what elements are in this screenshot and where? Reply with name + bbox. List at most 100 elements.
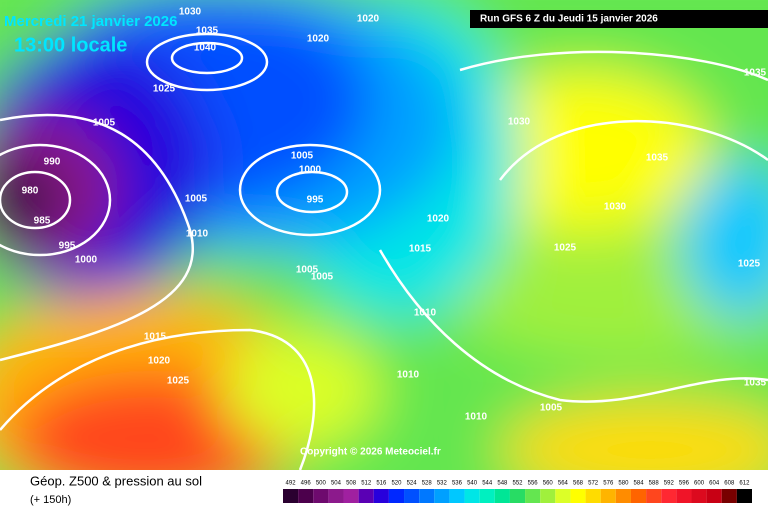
legend-label: 532 xyxy=(437,481,448,487)
legend-swatch xyxy=(343,489,359,503)
legend: 492 496 500 504 508 512 516 520 524 528 532 536 540 5… xyxy=(283,481,752,503)
isobar-label: 1020 xyxy=(357,14,380,25)
legend-swatch xyxy=(449,489,465,503)
legend-swatch xyxy=(283,489,299,503)
isobar-label: 1035 xyxy=(744,378,767,389)
legend-label: 612 xyxy=(739,481,750,487)
legend-label: 580 xyxy=(618,481,629,487)
isobar-label: 995 xyxy=(307,195,324,206)
legend-label: 520 xyxy=(391,481,402,487)
legend-label: 572 xyxy=(588,481,599,487)
legend-label: 576 xyxy=(603,481,614,487)
legend-label: 516 xyxy=(376,481,387,487)
legend-label: 568 xyxy=(573,481,584,487)
isobar-label: 985 xyxy=(34,216,51,227)
legend-label: 496 xyxy=(301,481,312,487)
legend-swatch xyxy=(358,489,374,503)
legend-swatch xyxy=(328,489,344,503)
legend-label: 600 xyxy=(694,481,705,487)
isobars xyxy=(0,32,768,471)
copyright: Copyright © 2026 Meteociel.fr xyxy=(300,447,441,458)
legend-label: 544 xyxy=(482,481,493,487)
isobar-label: 1025 xyxy=(554,243,577,254)
isobar-label: 1040 xyxy=(194,43,217,54)
legend-swatch xyxy=(313,489,329,503)
isobar-label: 1000 xyxy=(75,255,98,266)
legend-swatch xyxy=(615,489,631,503)
legend-label: 592 xyxy=(664,481,675,487)
isobar-label: 995 xyxy=(59,241,76,252)
isobar-label: 1025 xyxy=(738,259,761,270)
legend-label: 552 xyxy=(512,481,523,487)
legend-swatch xyxy=(646,489,662,503)
isobar-label: 1005 xyxy=(296,265,319,276)
legend-label: 564 xyxy=(558,481,569,487)
isobar-label: 1015 xyxy=(144,332,167,343)
isobar-label: 1030 xyxy=(604,202,627,213)
legend-label: 536 xyxy=(452,481,463,487)
legend-label: 540 xyxy=(467,481,478,487)
legend-swatch xyxy=(479,489,495,503)
legend-swatch xyxy=(298,489,314,503)
isobar-label: 1025 xyxy=(153,84,176,95)
legend-swatch xyxy=(630,489,647,503)
legend-swatch xyxy=(585,489,601,503)
legend-swatch xyxy=(691,489,707,503)
time: 13:00 locale xyxy=(14,34,127,56)
legend-label: 524 xyxy=(407,481,418,487)
isobar-label: 1015 xyxy=(409,244,432,255)
legend-swatch xyxy=(600,489,616,503)
legend-swatch xyxy=(721,489,737,503)
legend-label: 528 xyxy=(422,481,433,487)
isobar-label: 1035 xyxy=(646,153,669,164)
legend-label: 608 xyxy=(724,481,735,487)
legend-swatch xyxy=(706,489,722,503)
legend-label: 500 xyxy=(316,481,327,487)
legend-swatch xyxy=(509,489,526,503)
isobar-label: 1005 xyxy=(93,118,116,129)
footer-title: Géop. Z500 & pression au sol xyxy=(30,473,202,488)
legend-label: 584 xyxy=(634,481,645,487)
legend-swatch xyxy=(676,489,692,503)
legend-label: 548 xyxy=(497,481,508,487)
legend-swatch xyxy=(373,489,389,503)
legend-swatch xyxy=(736,489,752,503)
isobar-label: 1020 xyxy=(307,34,330,45)
legend-label: 556 xyxy=(528,481,539,487)
run-box xyxy=(470,10,768,28)
isobar-labels: 1030 1020 1035 1040 1020 1025 1005 990 980 985 995… xyxy=(22,7,767,423)
isobar-label: 1010 xyxy=(397,370,420,381)
isobar-label: 1005 xyxy=(185,194,208,205)
isobar-label: 1005 xyxy=(291,151,314,162)
legend-swatch xyxy=(464,489,480,503)
date: Mercredi 21 janvier 2026 xyxy=(4,13,177,30)
isobar-label: 1010 xyxy=(186,229,209,240)
legend-label: 492 xyxy=(286,481,297,487)
isobar-label: 1020 xyxy=(427,214,450,225)
legend-label: 560 xyxy=(543,481,554,487)
isobar-label: 1010 xyxy=(465,412,488,423)
footer-lead: (+ 150h) xyxy=(30,494,71,506)
legend-swatch xyxy=(540,489,556,503)
legend-swatch xyxy=(525,489,541,503)
isobar-label: 1030 xyxy=(508,117,531,128)
run: Run GFS 6 Z du Jeudi 15 janvier 2026 xyxy=(480,14,658,25)
legend-swatch xyxy=(434,489,450,503)
legend-swatch xyxy=(404,489,420,503)
legend-swatch xyxy=(388,489,405,503)
isobar-label: 1005 xyxy=(540,403,563,414)
legend-swatch xyxy=(419,489,435,503)
isobar-label: 1025 xyxy=(167,376,190,387)
legend-swatch xyxy=(555,489,571,503)
legend-label: 504 xyxy=(331,481,342,487)
isobar-label: 1035 xyxy=(196,26,219,37)
isobar-label: 990 xyxy=(44,157,61,168)
isobar-label: 1030 xyxy=(179,7,202,18)
isobar-label: 1005 xyxy=(311,272,334,283)
legend-label: 588 xyxy=(649,481,660,487)
isobar-label: 1020 xyxy=(148,356,171,367)
legend-swatch xyxy=(570,489,586,503)
isobar-label: 980 xyxy=(22,186,39,197)
